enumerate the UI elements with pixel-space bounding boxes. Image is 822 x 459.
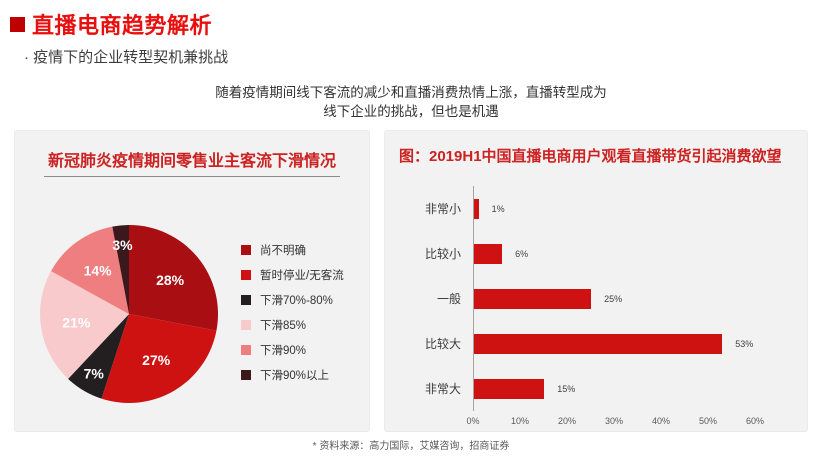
bar-rows: 非常小 1% 比较小 6% 一般 25% 比较大 53% 非常大 15% [399,186,755,411]
bar-track: 53% [473,321,755,366]
legend-label: 下滑90%以上 [260,370,330,382]
bar-row: 比较大 53% [399,321,755,366]
legend-item: 下滑85% [241,319,344,332]
bar-chart-title: 图：2019H1中国直播电商用户观看直播带货引起消费欲望 [399,148,782,165]
pie-slice-4 [51,226,129,314]
legend-label: 尚不明确 [260,245,306,257]
bar [474,198,479,219]
legend-item: 暂时停业/无客流 [241,269,344,282]
bar-row: 一般 25% [399,276,755,321]
bar [474,288,592,309]
bar-chart-panel: 图：2019H1中国直播电商用户观看直播带货引起消费欲望 非常小 1% 比较小 6% 一… [384,130,808,432]
x-axis-tick-label: 30% [604,416,624,426]
pie-chart-title: 新冠肺炎疫情期间零售业主客流下滑情况 [43,147,340,177]
bar-category-label: 非常小 [424,202,461,216]
legend-item: 尚不明确 [241,244,344,257]
pie-content: 28% 27% 7% 21% 14% 3% 尚不明确暂时停业/无客流 下滑70%-80% 下滑… [15,222,369,406]
slide-header: 直播电商趋势解析 · 疫情下的企业转型契机兼挑战 [10,8,228,67]
x-axis-ticks: 0% 10% 20% 30% 40% 50% 60% [466,411,764,429]
legend-label: 下滑85% [260,320,307,332]
bar-value-label: 1% [491,203,505,214]
legend-item: 下滑70%-80% [241,294,344,307]
intro-line-1: 随着疫情期间线下客流的减少和直播消费热情上涨，直播转型成为 [215,85,607,100]
bar-track: 6% [473,231,755,276]
bar-value-label: 53% [735,338,754,349]
pie-slice-3 [40,271,129,379]
intro-text: 随着疫情期间线下客流的减少和直播消费热情上涨，直播转型成为 线下企业的挑战，但也… [0,83,822,121]
bar [474,378,545,399]
pie-slice-label: 28% [156,272,185,288]
legend-label: 下滑90% [260,345,307,357]
x-axis-tick-label: 60% [745,416,765,426]
pie-slice-label: 21% [62,314,91,330]
x-axis-spacer [399,411,473,429]
page-subtitle: · 疫情下的企业转型契机兼挑战 [24,49,229,66]
x-axis-tick-label: 10% [510,416,530,426]
bar-track: 15% [473,366,755,411]
bar-category-label: 一般 [436,292,461,306]
x-axis-tick-label: 40% [651,416,671,426]
legend-item: 下滑90% [241,344,344,357]
title-row: 直播电商趋势解析 [10,8,228,40]
pie-slice-label: 27% [142,352,171,368]
bar-category-label: 比较小 [424,247,461,261]
page-title: 直播电商趋势解析 [32,13,213,38]
pie-chart-panel: 新冠肺炎疫情期间零售业主客流下滑情况 28% 27% 7% 21% 14% 3% 尚不明确… [14,130,370,432]
legend-color-swatch [241,320,251,330]
bullet-square-icon [10,16,25,32]
bar-track: 1% [473,186,755,231]
x-axis-tick-label: 20% [557,416,577,426]
intro-line-2: 线下企业的挑战，但也是机遇 [323,104,499,119]
pie-slice-2 [68,314,129,399]
legend-color-swatch [241,270,251,280]
pie-slice-label: 14% [84,263,113,279]
pie-panel-title-wrap: 新冠肺炎疫情期间零售业主客流下滑情况 [15,131,369,177]
pie-slice-0 [129,225,218,331]
legend-color-swatch [241,295,251,305]
legend-label: 下滑70%-80% [260,295,333,307]
bar-value-label: 6% [515,248,529,259]
bar-value-label: 25% [604,293,623,304]
bar-category-label: 比较大 [424,337,461,351]
legend-color-swatch [241,345,251,355]
bar-track: 25% [473,276,755,321]
pie-slice-label: 3% [112,237,133,253]
bar-row: 非常大 15% [399,366,755,411]
x-axis-tick-label: 50% [698,416,718,426]
x-axis-tick-label: 0% [466,416,480,426]
pie-legend: 尚不明确暂时停业/无客流 下滑70%-80% 下滑85% 下滑90% 下滑90%以上 [241,244,344,406]
bar-category-label: 非常大 [424,382,461,396]
pie-slice-1 [101,314,217,403]
bar-value-label: 15% [557,383,576,394]
bar-chart: 非常小 1% 比较小 6% 一般 25% 比较大 53% 非常大 15% 0% 10% 20% 30% 4… [385,186,807,429]
legend-label: 暂时停业/无客流 [260,270,344,282]
legend-item: 下滑90%以上 [241,369,344,382]
bar-row: 比较小 6% [399,231,755,276]
x-axis: 0% 10% 20% 30% 40% 50% 60% [399,411,764,429]
bar [474,333,723,354]
bar-row: 非常小 1% [399,186,755,231]
legend-color-swatch [241,245,251,255]
legend-color-swatch [241,370,251,380]
pie-slice-5 [112,225,129,314]
pie-chart: 28% 27% 7% 21% 14% 3% [40,225,218,403]
pie-slice-label: 7% [84,366,105,382]
source-note: * 资料来源：高力国际，艾媒咨询，招商证券 [312,441,510,452]
bar [474,243,503,264]
